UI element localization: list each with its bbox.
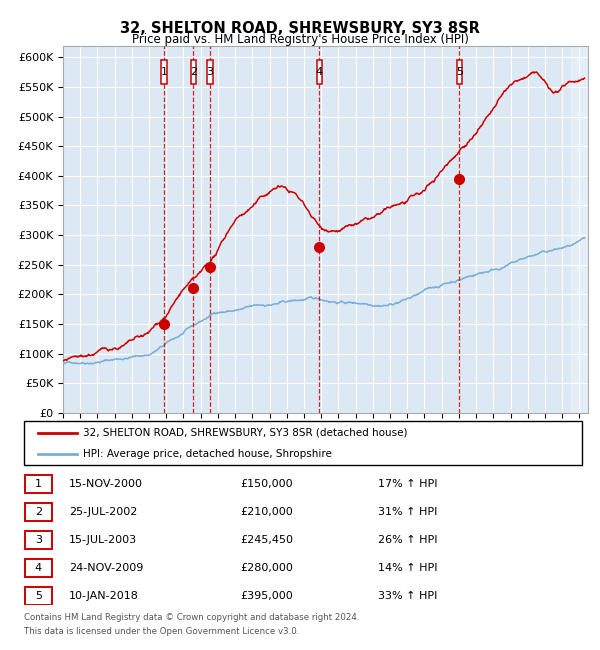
FancyBboxPatch shape: [191, 60, 196, 84]
Text: 10-JAN-2018: 10-JAN-2018: [69, 591, 139, 601]
Text: £210,000: £210,000: [240, 507, 293, 517]
Text: £150,000: £150,000: [240, 479, 293, 489]
Text: 32, SHELTON ROAD, SHREWSBURY, SY3 8SR: 32, SHELTON ROAD, SHREWSBURY, SY3 8SR: [120, 21, 480, 36]
Text: 3: 3: [35, 535, 42, 545]
Text: 3: 3: [206, 67, 214, 77]
Text: £395,000: £395,000: [240, 591, 293, 601]
Text: 14% ↑ HPI: 14% ↑ HPI: [378, 563, 437, 573]
Text: 32, SHELTON ROAD, SHREWSBURY, SY3 8SR (detached house): 32, SHELTON ROAD, SHREWSBURY, SY3 8SR (d…: [83, 428, 407, 438]
Text: 17% ↑ HPI: 17% ↑ HPI: [378, 479, 437, 489]
FancyBboxPatch shape: [317, 60, 322, 84]
Text: 4: 4: [316, 67, 323, 77]
Text: 24-NOV-2009: 24-NOV-2009: [69, 563, 143, 573]
Text: 2: 2: [35, 507, 42, 517]
Text: 1: 1: [161, 67, 168, 77]
FancyBboxPatch shape: [207, 60, 213, 84]
FancyBboxPatch shape: [25, 474, 52, 493]
FancyBboxPatch shape: [161, 60, 167, 84]
Text: 15-JUL-2003: 15-JUL-2003: [69, 535, 137, 545]
Text: 2: 2: [190, 67, 197, 77]
FancyBboxPatch shape: [25, 586, 52, 605]
Text: 25-JUL-2002: 25-JUL-2002: [69, 507, 137, 517]
Text: 15-NOV-2000: 15-NOV-2000: [69, 479, 143, 489]
Text: Contains HM Land Registry data © Crown copyright and database right 2024.: Contains HM Land Registry data © Crown c…: [24, 613, 359, 622]
Text: This data is licensed under the Open Government Licence v3.0.: This data is licensed under the Open Gov…: [24, 627, 299, 636]
Text: 4: 4: [35, 563, 42, 573]
Text: 26% ↑ HPI: 26% ↑ HPI: [378, 535, 437, 545]
FancyBboxPatch shape: [25, 530, 52, 549]
FancyBboxPatch shape: [24, 421, 582, 465]
Text: HPI: Average price, detached house, Shropshire: HPI: Average price, detached house, Shro…: [83, 448, 331, 459]
Text: 31% ↑ HPI: 31% ↑ HPI: [378, 507, 437, 517]
Text: Price paid vs. HM Land Registry's House Price Index (HPI): Price paid vs. HM Land Registry's House …: [131, 32, 469, 46]
FancyBboxPatch shape: [457, 60, 462, 84]
FancyBboxPatch shape: [25, 558, 52, 577]
Bar: [571, 46, 588, 413]
Text: 33% ↑ HPI: 33% ↑ HPI: [378, 591, 437, 601]
Text: 5: 5: [35, 591, 42, 601]
Text: 1: 1: [35, 479, 42, 489]
Text: £280,000: £280,000: [240, 563, 293, 573]
FancyBboxPatch shape: [25, 502, 52, 521]
Text: £245,450: £245,450: [240, 535, 293, 545]
Text: 5: 5: [456, 67, 463, 77]
